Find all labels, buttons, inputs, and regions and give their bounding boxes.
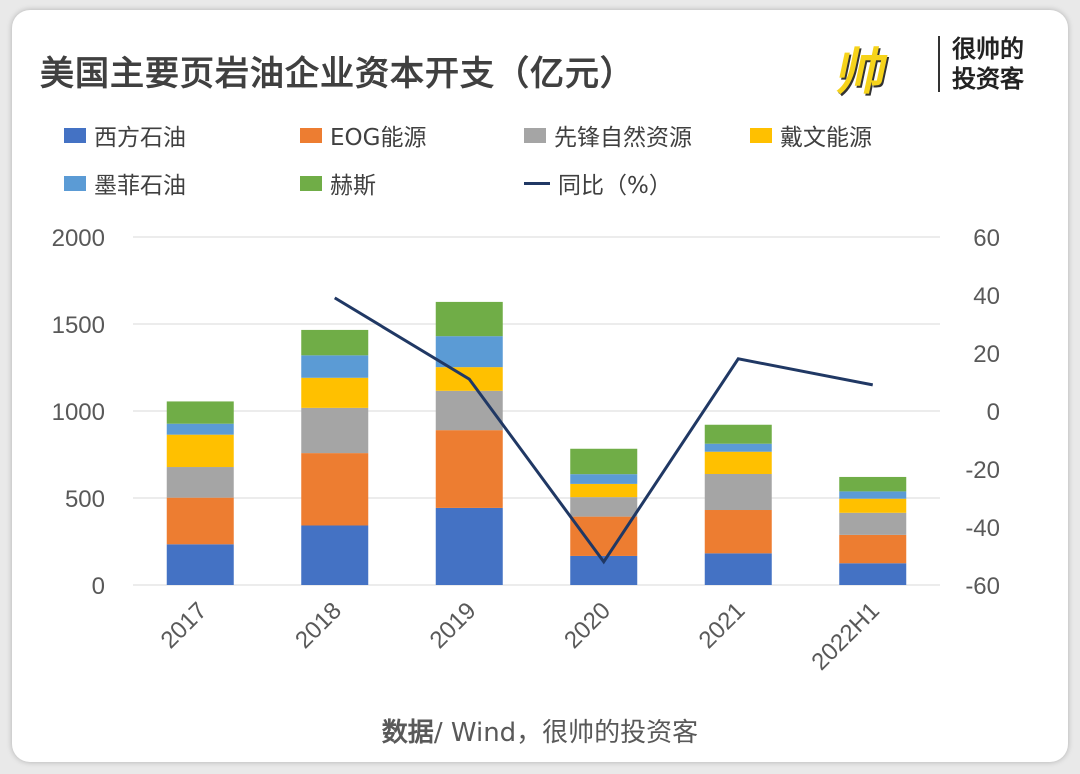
source-text: / Wind，很帅的投资客 xyxy=(433,718,699,748)
bar-segment xyxy=(301,525,369,585)
bar-segment xyxy=(704,443,772,452)
bar-segment xyxy=(704,553,772,585)
x-tick-label: 2017 xyxy=(156,597,213,654)
legend-swatch xyxy=(300,127,322,143)
legend-item: 墨菲石油 xyxy=(64,166,186,200)
y2-tick-label: 40 xyxy=(973,283,1000,310)
legend-label: 同比（%） xyxy=(558,173,672,199)
legend-label: 戴文能源 xyxy=(780,125,872,151)
bar-segment xyxy=(166,544,234,585)
bar-segment xyxy=(435,301,503,337)
bar-segment xyxy=(570,448,638,475)
legend-label: 赫斯 xyxy=(330,173,376,199)
logo-line1: 很帅的 xyxy=(952,35,1024,63)
legend-item: 赫斯 xyxy=(300,166,376,200)
legend-swatch xyxy=(750,127,772,143)
x-tick-label: 2022H1 xyxy=(806,597,885,676)
source-label: 数据 xyxy=(381,718,434,748)
logo-line2: 投资客 xyxy=(952,65,1024,93)
bar-segment xyxy=(839,498,907,513)
bar-segment xyxy=(570,516,638,556)
legend-label: 先锋自然资源 xyxy=(554,125,692,151)
y2-tick-label: 0 xyxy=(987,399,1000,426)
y-tick-label: 1500 xyxy=(52,312,105,339)
bar-segment xyxy=(166,423,234,435)
bar-segment xyxy=(301,407,369,454)
bar-segment xyxy=(839,512,907,535)
legend-swatch xyxy=(64,175,86,191)
legend-label: 西方石油 xyxy=(94,125,186,151)
legend-line-swatch xyxy=(524,181,550,185)
bar-segment xyxy=(704,510,772,554)
legend-item: 西方石油 xyxy=(64,118,186,152)
bar-segment xyxy=(704,473,772,511)
legend-item: 先锋自然资源 xyxy=(524,118,692,152)
y2-tick-label: 60 xyxy=(973,225,1000,252)
source-note: 数据/ Wind，很帅的投资客 xyxy=(0,712,1080,749)
legend-swatch xyxy=(300,175,322,191)
bar-segment xyxy=(166,401,234,424)
bar-segment xyxy=(570,497,638,517)
legend-label: EOG能源 xyxy=(330,125,427,151)
bar-segment xyxy=(301,355,369,378)
x-tick-label: 2018 xyxy=(290,597,347,654)
logo-divider xyxy=(938,36,940,92)
bar-segment xyxy=(570,474,638,484)
x-tick-label: 2021 xyxy=(694,597,751,654)
legend-item: EOG能源 xyxy=(300,118,426,152)
bar-segment xyxy=(435,507,503,585)
bar-segment xyxy=(166,497,234,545)
x-tick-label: 2020 xyxy=(559,597,616,654)
logo: 帅 很帅的 投资客 xyxy=(831,30,1038,101)
bar-segment xyxy=(839,491,907,499)
y2-tick-label: -40 xyxy=(965,515,1000,542)
y2-tick-label: 20 xyxy=(973,341,1000,368)
x-tick-label: 2019 xyxy=(425,597,482,654)
legend-swatch xyxy=(524,127,546,143)
bar-segment xyxy=(704,424,772,444)
y-tick-label: 500 xyxy=(65,486,105,513)
bar-segment xyxy=(166,467,234,498)
bar-segment xyxy=(301,329,369,356)
y2-tick-label: -20 xyxy=(965,457,1000,484)
bar-segment xyxy=(704,451,772,474)
bar-segment xyxy=(301,453,369,526)
bar-segment xyxy=(839,563,907,585)
y-tick-label: 0 xyxy=(92,573,105,600)
y2-tick-label: -60 xyxy=(965,573,1000,600)
y-tick-label: 1000 xyxy=(52,399,105,426)
bar-segment xyxy=(435,430,503,508)
legend-item-line: 同比（%） xyxy=(524,166,672,200)
y-tick-label: 2000 xyxy=(52,225,105,252)
bar-segment xyxy=(301,377,369,408)
legend-swatch xyxy=(64,127,86,143)
chart-title: 美国主要页岩油企业资本开支（亿元） xyxy=(40,54,635,94)
bar-segment xyxy=(839,476,907,492)
bar-segment xyxy=(570,483,638,498)
bar-segment xyxy=(166,434,234,468)
bar-segment xyxy=(435,336,503,368)
logo-text: 很帅的 投资客 xyxy=(952,34,1024,94)
bar-segment xyxy=(839,534,907,564)
legend-item: 戴文能源 xyxy=(750,118,872,152)
legend-label: 墨菲石油 xyxy=(94,173,186,199)
